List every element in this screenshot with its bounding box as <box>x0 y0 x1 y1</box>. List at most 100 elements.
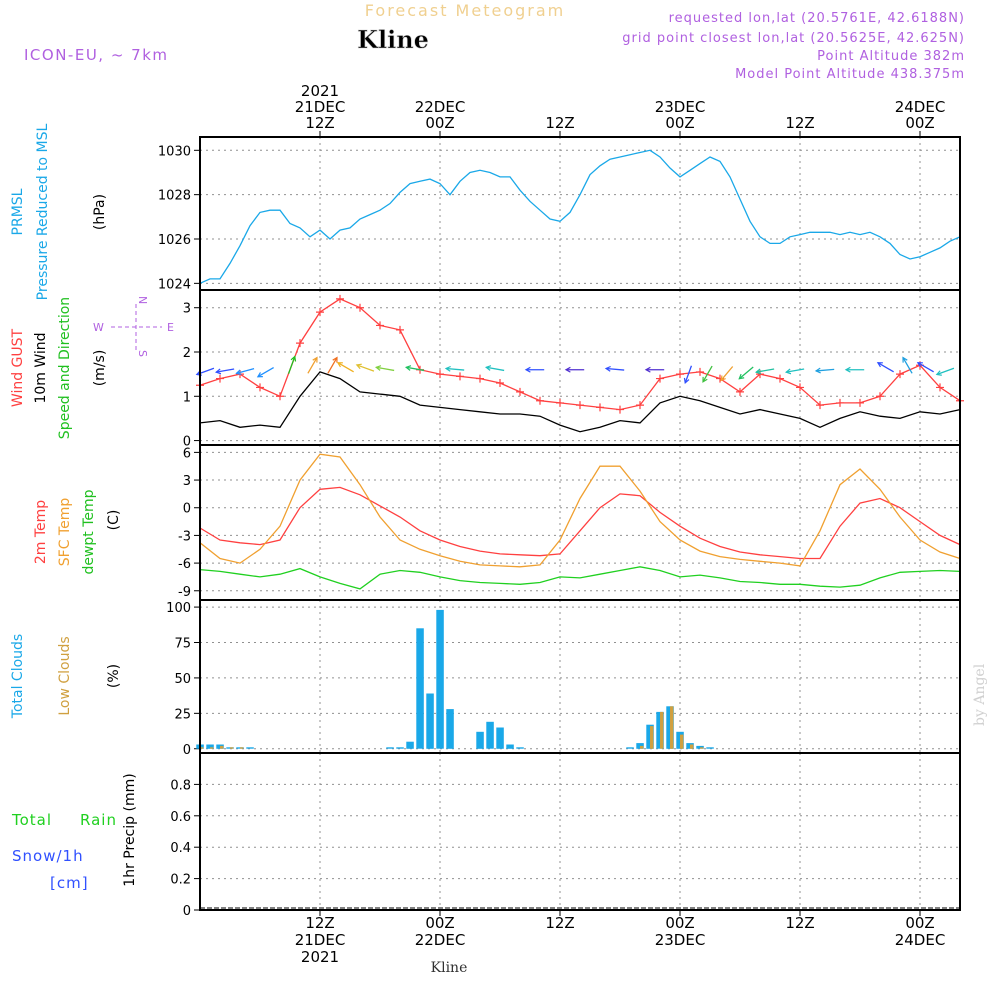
label-cm: [cm] <box>50 874 89 892</box>
wind-arrow-head <box>256 372 263 378</box>
wind-gust-marker <box>436 370 444 379</box>
wind-arrow <box>684 365 693 384</box>
wind-arrow <box>287 356 296 374</box>
clouds-ytick-label: 100 <box>166 601 191 616</box>
wind-arrow <box>327 357 338 374</box>
wind-ytick-label: 1 <box>183 390 191 405</box>
wind-gust-marker <box>356 303 364 312</box>
wind-gust-marker <box>276 392 284 401</box>
precip-ytick-label: 0.6 <box>170 810 191 825</box>
bottom-time-label: 12Z <box>545 914 574 932</box>
wind-gust-marker <box>676 370 684 379</box>
wind-gust-marker <box>836 398 844 407</box>
bottom-time-label: 21DEC <box>295 931 346 949</box>
wind-arrow-head <box>336 362 343 368</box>
footer-location: Kline <box>431 960 468 976</box>
label-total: Total <box>11 811 52 829</box>
bottom-time-label: 12Z <box>785 914 814 932</box>
clouds-bar-1 <box>700 747 704 749</box>
wind-arrow <box>236 367 255 374</box>
wind-arrow <box>307 357 318 374</box>
chart-title: Forecast Meteogram <box>365 1 565 20</box>
label-wind-gust: Wind GUST <box>10 328 26 407</box>
wind-gust-marker <box>336 294 344 303</box>
wind-gust-marker <box>876 392 884 401</box>
clouds-panel-frame <box>199 599 961 754</box>
clouds-bar-0 <box>446 709 454 749</box>
wind-gust-marker <box>776 374 784 383</box>
bottom-time-label: 00Z <box>905 914 934 932</box>
wind-gust-marker <box>536 396 544 405</box>
label-rain: Rain <box>80 811 117 829</box>
wind-gust-marker <box>456 372 464 381</box>
wind-arrow-head <box>754 368 762 375</box>
temperature-ytick-label: -3 <box>178 529 191 544</box>
wind-gust-marker <box>296 339 304 348</box>
wind-gust-marker <box>316 308 324 317</box>
legend-east: E <box>167 321 174 334</box>
precip-ytick-label: 0.8 <box>170 778 191 793</box>
wind-arrow <box>738 366 754 380</box>
bottom-time-label: 00Z <box>425 914 454 932</box>
wind-arrow-head <box>332 356 338 363</box>
temperature-series-1 <box>199 453 961 568</box>
wind-gust-marker <box>696 367 704 376</box>
wind-arrow <box>486 366 505 372</box>
wind-arrow <box>936 367 955 376</box>
temperature-ytick-label: 3 <box>183 474 191 489</box>
wind-arrow-head <box>312 356 318 363</box>
pressure-panel-frame <box>199 136 961 291</box>
top-time-label: 22DEC <box>415 98 466 116</box>
clouds-bar-0 <box>486 721 494 749</box>
label-sfc-temp: SFC Temp <box>57 498 73 567</box>
pressure-ytick-label: 1026 <box>158 233 191 248</box>
label-2m-temp: 2m Temp <box>33 500 49 564</box>
label-ms: (m/s) <box>92 350 108 387</box>
wind-arrow-head <box>720 375 726 382</box>
bottom-time-label: 23DEC <box>655 931 706 949</box>
clouds-bar-1 <box>200 747 204 749</box>
wind-gust-marker <box>736 387 744 396</box>
label-pressure-msl: Pressure Reduced to MSL <box>35 123 51 300</box>
label-speed-direction: Speed and Direction <box>57 297 73 439</box>
wind-ytick-label: 2 <box>183 346 191 361</box>
wind-arrow-head <box>683 377 690 385</box>
label-percent: (%) <box>106 664 122 688</box>
wind-arrow <box>786 368 805 373</box>
pressure-series-0 <box>199 149 961 284</box>
wind-arrow <box>337 362 354 373</box>
clouds-bar-0 <box>396 747 404 749</box>
wind-panel-frame <box>199 289 961 446</box>
wind-gust-marker <box>816 401 824 410</box>
label-low-clouds: Low Clouds <box>57 636 73 715</box>
wind-gust-marker <box>476 374 484 383</box>
wind-gust-marker <box>556 398 564 407</box>
clouds-bar-1 <box>210 747 214 749</box>
top-time-label: 00Z <box>425 114 454 132</box>
top-time-label: 12Z <box>305 114 334 132</box>
gridpoint-coords: grid point closest lon,lat (20.5625E, 42… <box>622 31 965 46</box>
clouds-bar-0 <box>626 747 634 749</box>
model-label: ICON-EU, ~ 7km <box>24 46 169 64</box>
clouds-bar-1 <box>640 745 644 749</box>
clouds-ytick-label: 75 <box>174 637 191 652</box>
clouds-bar-0 <box>246 747 254 749</box>
wind-arrow-head <box>644 366 651 373</box>
wind-arrow-head <box>916 362 923 368</box>
wind-arrow-head <box>290 355 297 362</box>
wind-gust-marker <box>216 374 224 383</box>
wind-gust-marker <box>596 403 604 412</box>
clouds-ytick-label: 0 <box>183 743 191 758</box>
wind-arrow-head <box>902 356 908 363</box>
precip-ytick-label: 0.2 <box>170 873 191 888</box>
wind-arrow <box>720 366 734 381</box>
legend-west: W <box>93 321 104 334</box>
label-c: (C) <box>106 510 122 531</box>
top-time-label: 24DEC <box>895 98 946 116</box>
label-hpa: (hPa) <box>92 194 108 230</box>
wind-arrow-head <box>374 365 382 371</box>
wind-gust-marker <box>636 401 644 410</box>
clouds-bar-0 <box>516 747 524 749</box>
wind-arrow-head <box>444 365 451 372</box>
wind-arrow <box>406 366 425 372</box>
